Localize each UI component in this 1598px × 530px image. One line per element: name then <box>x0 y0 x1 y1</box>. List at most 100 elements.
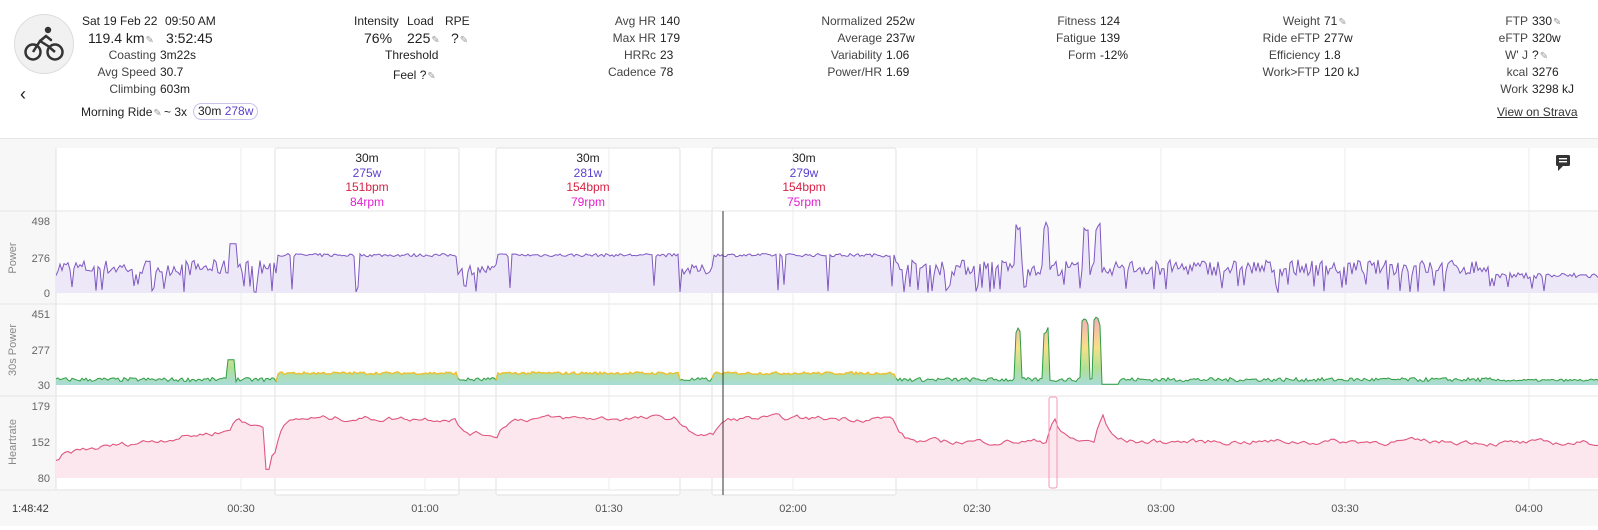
avg-speed-value: 30.7 <box>160 65 184 79</box>
interval-highlight-3[interactable] <box>711 147 897 496</box>
activity-name[interactable]: Morning Ride✎ <box>81 105 162 119</box>
comment-icon[interactable] <box>1556 155 1570 171</box>
fitness-value: 124 <box>1100 14 1121 28</box>
interval-cadence: 79rpm <box>571 195 605 209</box>
normalized-power-value: 252w <box>886 14 915 28</box>
panel-title-2: 30s Power <box>7 324 19 376</box>
hrrc-label: HRRc <box>624 48 656 62</box>
ride-eftp-label: Ride eFTP <box>1262 31 1320 45</box>
y-tick-label: 80 <box>38 473 50 485</box>
x-tick-label: 04:00 <box>1515 503 1543 515</box>
interval-power: 279w <box>790 166 819 180</box>
variability-value: 1.06 <box>886 48 910 62</box>
interval-chip[interactable]: 30m 278w <box>193 103 259 120</box>
activity-chart[interactable]: Power 498 276 0 30s Power 451 277 30 Heartrate 17… <box>0 138 1598 526</box>
y-tick-label: 152 <box>32 437 50 449</box>
x-tick-label: 02:30 <box>963 503 991 515</box>
x-tick-label: 00:30 <box>227 503 255 515</box>
average-power-value: 237w <box>886 31 915 45</box>
climbing-value: 603m <box>160 82 191 96</box>
efficiency-label: Efficiency <box>1268 48 1320 62</box>
activity-date: Sat 19 Feb 22 <box>82 14 158 28</box>
hrrc-value: 23 <box>660 48 674 62</box>
back-chevron-icon[interactable]: ‹ <box>20 84 26 104</box>
edit-pencil-icon[interactable]: ✎ <box>153 108 162 119</box>
weight-value[interactable]: 71✎ <box>1324 14 1347 28</box>
edit-pencil-icon[interactable]: ✎ <box>1338 17 1347 28</box>
y-tick-label: 277 <box>32 345 50 357</box>
edit-pencil-icon[interactable]: ✎ <box>431 35 440 46</box>
intensity-value: 76% <box>364 30 393 46</box>
ftp-value[interactable]: 330✎ <box>1532 14 1562 28</box>
form-value: -12% <box>1100 48 1129 62</box>
kcal-label: kcal <box>1506 65 1528 79</box>
power-30s-interval-line-2 <box>495 370 681 381</box>
activity-distance[interactable]: 119.4 km✎ <box>88 30 154 46</box>
intensity-label: Intensity <box>354 14 399 28</box>
edit-pencil-icon[interactable]: ✎ <box>427 71 436 82</box>
w-prime-value[interactable]: ?✎ <box>1532 48 1549 62</box>
cursor-time-readout: 1:48:42 <box>12 503 49 515</box>
interval-summary: ~ 3x <box>164 105 188 119</box>
weight-label: Weight <box>1282 14 1320 28</box>
y-tick-label: 276 <box>32 253 50 265</box>
variability-label: Variability <box>830 48 882 62</box>
power-line <box>56 220 1598 293</box>
y-tick-label: 0 <box>44 288 50 300</box>
heartrate-area <box>56 413 1598 478</box>
work-ftp-value: 120 kJ <box>1324 65 1360 79</box>
max-hr-value: 179 <box>660 31 681 45</box>
rpe-label: RPE <box>445 14 470 28</box>
x-tick-label: 01:30 <box>595 503 623 515</box>
avg-hr-label: Avg HR <box>614 14 656 28</box>
interval-cadence: 84rpm <box>350 195 384 209</box>
efficiency-value: 1.8 <box>1324 48 1341 62</box>
power-30s-interval-line-3 <box>711 371 897 379</box>
fatigue-value: 139 <box>1100 31 1121 45</box>
activity-header: ‹ Sat 19 Feb 22 09:50 AM 119.4 km✎ 3:52:… <box>0 0 1598 138</box>
y-tick-label: 451 <box>32 309 50 321</box>
y-tick-label: 498 <box>32 216 50 228</box>
power-hr-value: 1.69 <box>886 65 910 79</box>
edit-pencil-icon[interactable]: ✎ <box>1539 51 1549 62</box>
interval-cadence: 75rpm <box>787 195 821 209</box>
ride-eftp-value: 277w <box>1324 31 1353 45</box>
rpe-value[interactable]: ?✎ <box>451 30 469 46</box>
hr-selection-marker[interactable] <box>1048 396 1058 489</box>
activity-time: 09:50 AM <box>165 14 216 28</box>
activity-type-avatar <box>14 14 74 74</box>
activity-chart-svg[interactable]: Power 498 276 0 30s Power 451 277 30 Heartrate 17… <box>0 139 1598 525</box>
interval-highlight-1[interactable] <box>274 147 460 496</box>
edit-pencil-icon[interactable]: ✎ <box>1553 17 1562 28</box>
x-tick-label: 01:00 <box>411 503 439 515</box>
y-tick-label: 179 <box>32 401 50 413</box>
form-label: Form <box>1068 48 1096 62</box>
interval-duration: 30m <box>792 151 815 165</box>
edit-pencil-icon[interactable]: ✎ <box>145 35 154 46</box>
coasting-label: Coasting <box>108 48 156 62</box>
heartrate-line <box>56 413 1598 470</box>
threshold-label: Threshold <box>385 48 439 62</box>
interval-heartrate: 154bpm <box>782 180 825 194</box>
work-value: 3298 kJ <box>1532 82 1575 96</box>
interval-duration: 30m <box>355 151 378 165</box>
cadence-value: 78 <box>660 65 674 79</box>
load-value[interactable]: 225✎ <box>407 30 440 46</box>
interval-power: 275w <box>353 166 382 180</box>
interval-heartrate: 154bpm <box>566 180 609 194</box>
panel-title-3: Heartrate <box>7 419 19 465</box>
normalized-power-label: Normalized <box>821 14 882 28</box>
interval-highlight-2[interactable] <box>495 147 681 496</box>
eftp-label: eFTP <box>1498 31 1528 45</box>
x-tick-label: 03:00 <box>1147 503 1175 515</box>
w-prime-label: W' J <box>1505 48 1528 62</box>
max-hr-label: Max HR <box>612 31 656 45</box>
view-on-strava-link[interactable]: View on Strava <box>1497 105 1578 119</box>
power-30s-interval-line-1 <box>275 370 459 382</box>
eftp-value: 320w <box>1532 31 1561 45</box>
edit-pencil-icon[interactable]: ✎ <box>459 35 469 46</box>
avg-hr-value: 140 <box>660 14 681 28</box>
cadence-label: Cadence <box>607 65 656 79</box>
feel-field[interactable]: Feel ?✎ <box>393 68 436 82</box>
average-power-label: Average <box>837 31 882 45</box>
